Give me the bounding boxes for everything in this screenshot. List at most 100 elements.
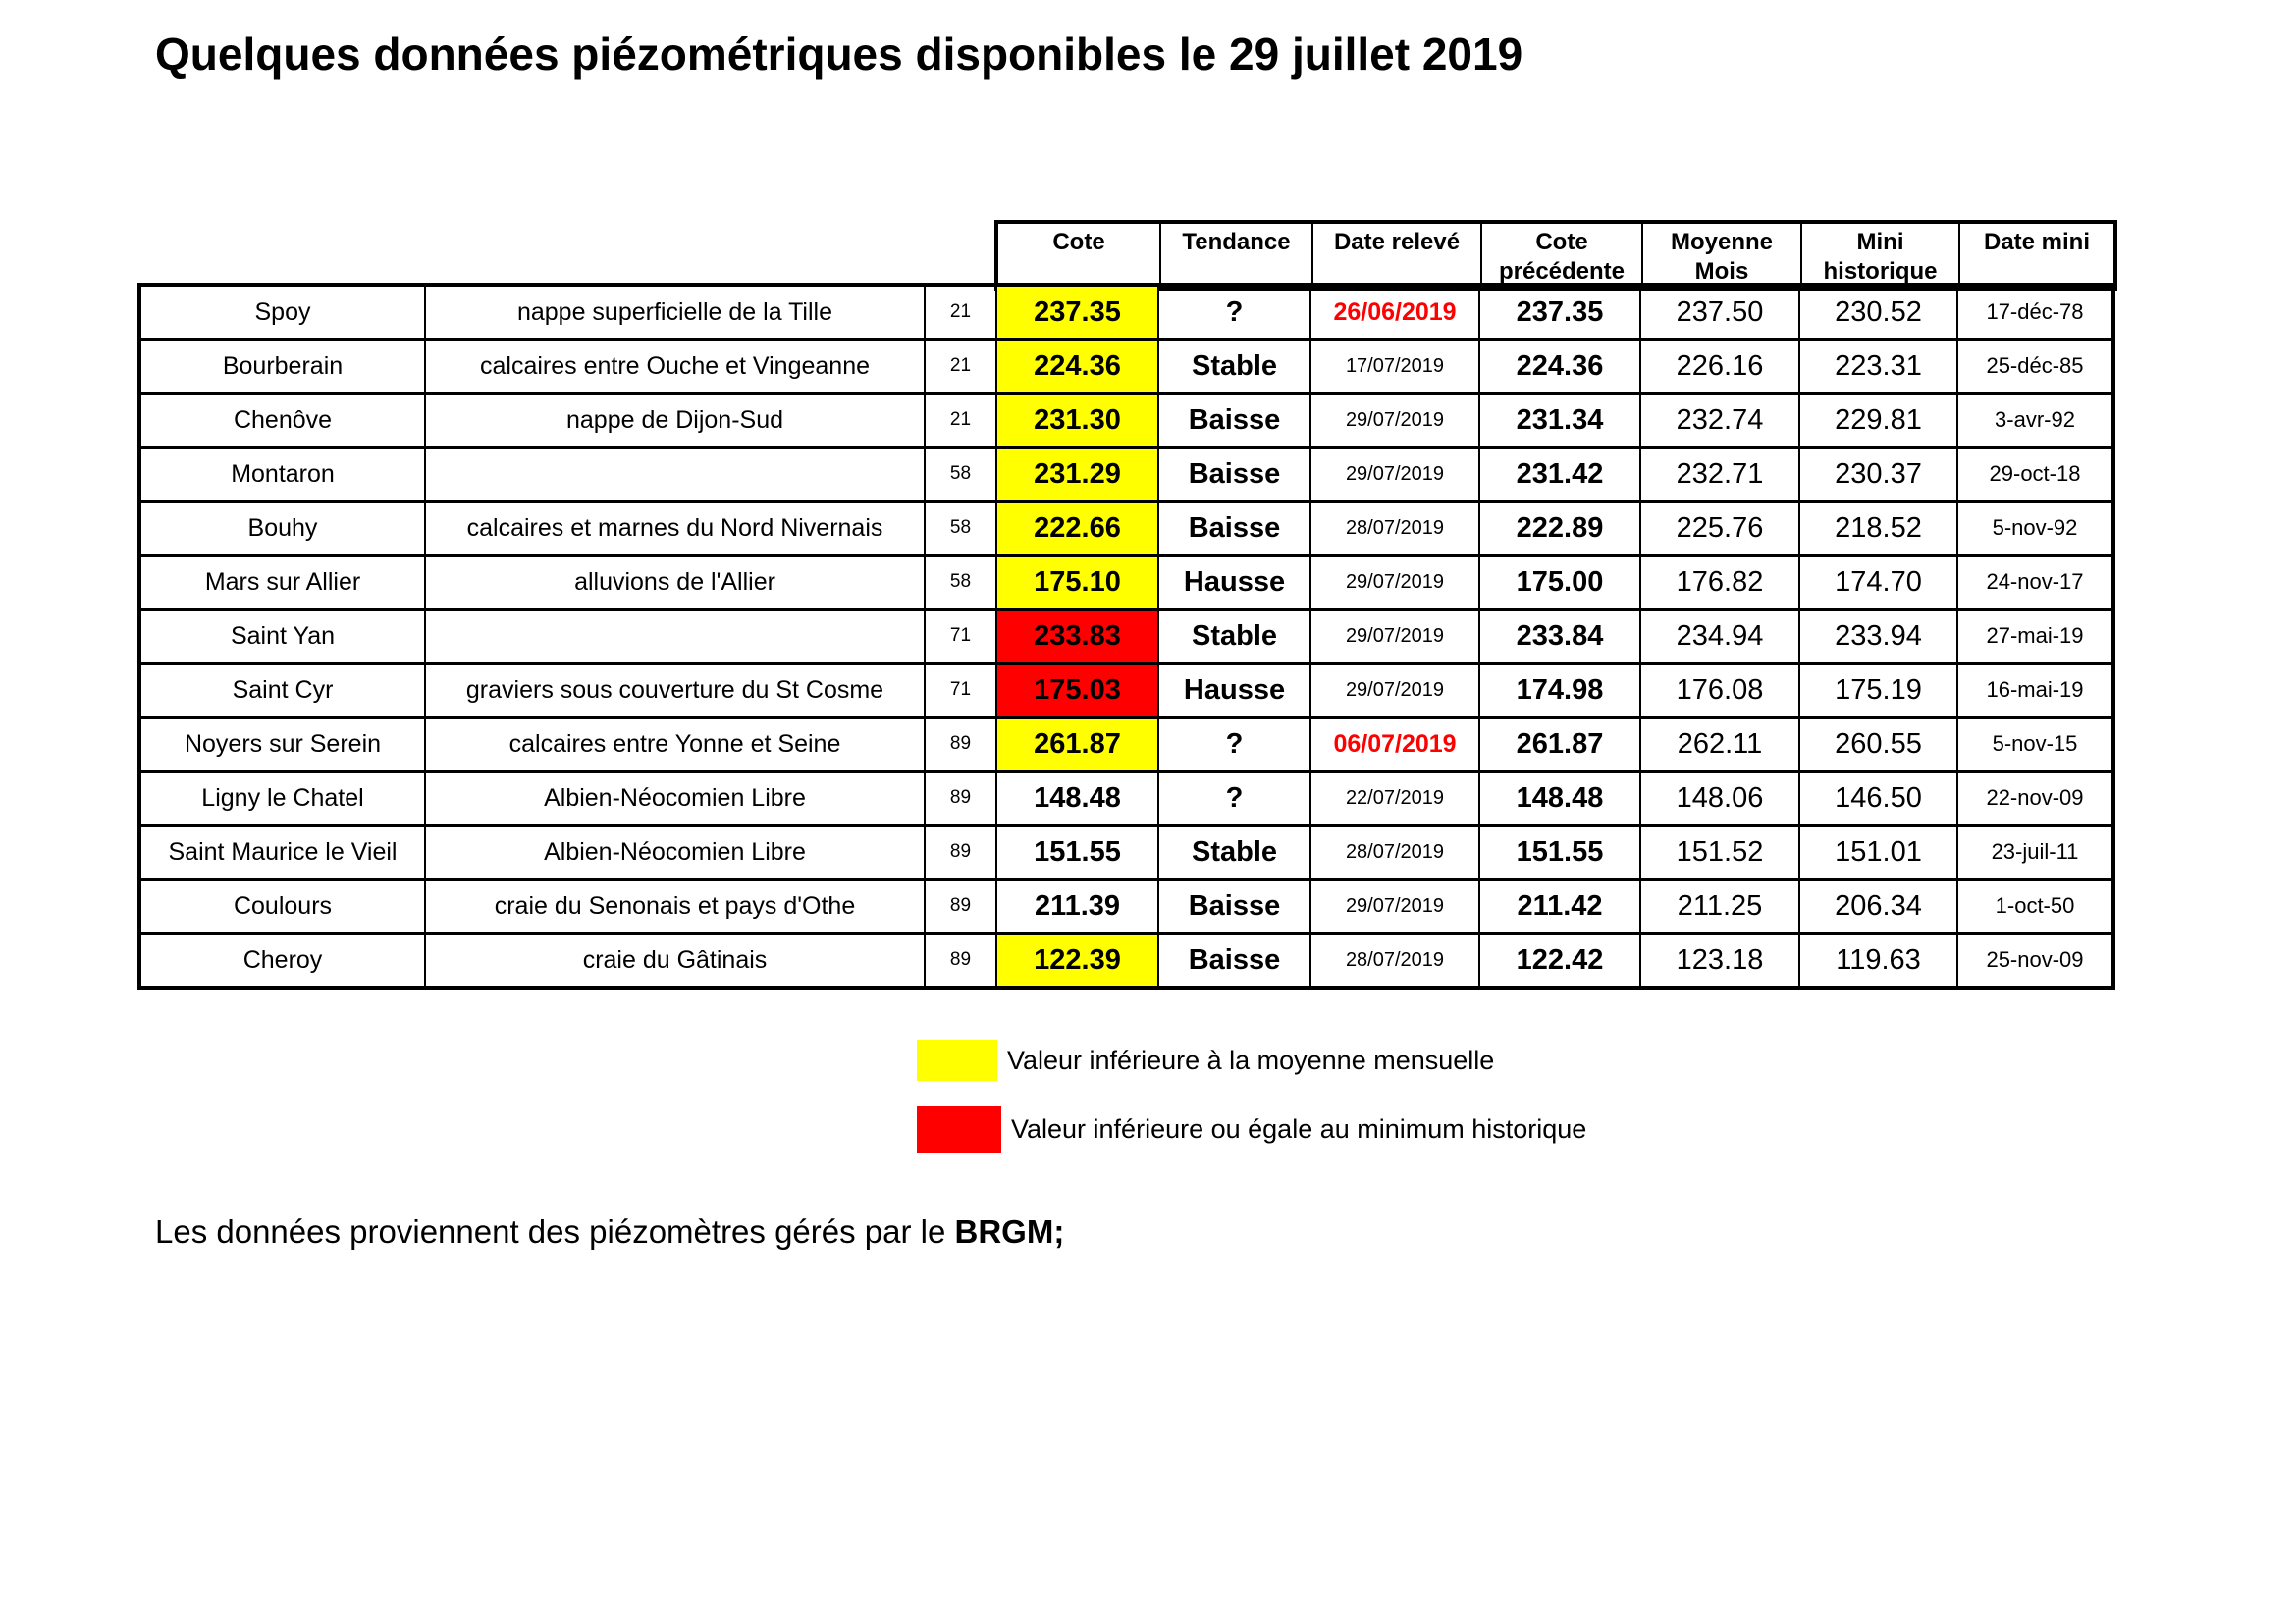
cell-aquifer: Albien-Néocomien Libre [424,770,926,827]
cell-station: Noyers sur Serein [138,716,426,773]
cell-tendance: Stable [1157,824,1311,881]
cell-date-mini: 5-nov-92 [1956,500,2114,557]
cell-cote: 231.29 [995,446,1159,503]
cell-tendance: Baisse [1157,932,1311,990]
cell-cote: 211.39 [995,878,1159,935]
cell-moyenne-mois: 148.06 [1639,770,1800,827]
source-note-text: Les données proviennent des piézomètres … [155,1214,955,1250]
cell-mini-historique: 230.37 [1798,446,1958,503]
cell-cote-precedente: 175.00 [1478,554,1641,611]
col-header-tendance: Tendance [1159,221,1313,290]
cell-aquifer: nappe superficielle de la Tille [424,283,926,341]
cell-date-mini: 25-déc-85 [1956,338,2114,395]
cell-date-releve: 29/07/2019 [1309,554,1480,611]
cell-mini-historique: 223.31 [1798,338,1958,395]
cell-dept: 21 [924,338,997,395]
cell-tendance: Stable [1157,608,1311,665]
cell-station: Bouhy [138,500,426,557]
legend-label: Valeur inférieure ou égale au minimum hi… [1011,1113,1587,1144]
cell-date-releve: 26/06/2019 [1309,283,1480,341]
cell-mini-historique: 260.55 [1798,716,1958,773]
cell-cote: 222.66 [995,500,1159,557]
cell-mini-historique: 218.52 [1798,500,1958,557]
cell-date-releve: 22/07/2019 [1309,770,1480,827]
cell-tendance: Stable [1157,338,1311,395]
cell-dept: 71 [924,662,997,719]
table-row: Spoy nappe superficielle de la Tille 21 237… [138,283,2114,341]
col-header-cote: Cote [995,221,1161,290]
cell-tendance: ? [1157,716,1311,773]
cell-station: Spoy [138,283,426,341]
cell-dept: 58 [924,500,997,557]
cell-dept: 89 [924,824,997,881]
cell-aquifer: nappe de Dijon-Sud [424,392,926,449]
cell-aquifer [424,608,926,665]
cell-date-mini: 3-avr-92 [1956,392,2114,449]
cell-cote-precedente: 151.55 [1478,824,1641,881]
cell-station: Saint Yan [138,608,426,665]
cell-mini-historique: 175.19 [1798,662,1958,719]
cell-cote: 175.03 [995,662,1159,719]
cell-station: Saint Cyr [138,662,426,719]
cell-tendance: ? [1157,770,1311,827]
cell-date-releve: 28/07/2019 [1309,500,1480,557]
cell-date-mini: 25-nov-09 [1956,932,2114,990]
cell-dept: 21 [924,283,997,341]
legend-item-yellow: Valeur inférieure à la moyenne mensuelle [917,1037,1586,1084]
yellow-swatch [917,1040,997,1081]
cell-station: Bourberain [138,338,426,395]
cell-moyenne-mois: 225.76 [1639,500,1800,557]
cell-tendance: Hausse [1157,554,1311,611]
cell-date-releve: 28/07/2019 [1309,932,1480,990]
cell-dept: 58 [924,554,997,611]
cell-cote-precedente: 122.42 [1478,932,1641,990]
table-row: Cheroy craie du Gâtinais 89 122.39 Baisse 28/… [138,932,2114,990]
cell-dept: 89 [924,878,997,935]
table-row: Mars sur Allier alluvions de l'Allier 58 17… [138,554,2114,611]
col-header-cote-precedente: Cote précédente [1480,221,1643,290]
cell-moyenne-mois: 232.71 [1639,446,1800,503]
cell-tendance: Baisse [1157,878,1311,935]
cell-aquifer: calcaires entre Yonne et Seine [424,716,926,773]
cell-cote: 261.87 [995,716,1159,773]
cell-dept: 89 [924,716,997,773]
cell-date-mini: 1-oct-50 [1956,878,2114,935]
cell-tendance: Hausse [1157,662,1311,719]
cell-date-mini: 27-mai-19 [1956,608,2114,665]
cell-aquifer: Albien-Néocomien Libre [424,824,926,881]
cell-dept: 58 [924,446,997,503]
col-header-moyenne-mois: Moyenne Mois [1641,221,1802,290]
cell-aquifer: craie du Gâtinais [424,932,926,990]
cell-date-releve: 17/07/2019 [1309,338,1480,395]
cell-cote-precedente: 237.35 [1478,283,1641,341]
cell-station: Saint Maurice le Vieil [138,824,426,881]
cell-date-releve: 29/07/2019 [1309,878,1480,935]
table-row: Montaron 58 231.29 Baisse 29/07/2019 231.42 23… [138,446,2114,503]
cell-aquifer: calcaires et marnes du Nord Nivernais [424,500,926,557]
table-row: Bouhy calcaires et marnes du Nord Niverna… [138,500,2114,557]
cell-moyenne-mois: 226.16 [1639,338,1800,395]
cell-date-mini: 29-oct-18 [1956,446,2114,503]
cell-tendance: ? [1157,283,1311,341]
cell-cote-precedente: 148.48 [1478,770,1641,827]
cell-cote: 237.35 [995,283,1159,341]
table-row: Saint Yan 71 233.83 Stable 29/07/2019 233.84 2… [138,608,2114,665]
cell-date-releve: 28/07/2019 [1309,824,1480,881]
cell-cote: 148.48 [995,770,1159,827]
cell-cote-precedente: 174.98 [1478,662,1641,719]
cell-date-mini: 16-mai-19 [1956,662,2114,719]
cell-cote-precedente: 261.87 [1478,716,1641,773]
cell-station: Mars sur Allier [138,554,426,611]
cell-mini-historique: 174.70 [1798,554,1958,611]
legend-label: Valeur inférieure à la moyenne mensuelle [1007,1045,1495,1075]
cell-dept: 21 [924,392,997,449]
cell-cote: 151.55 [995,824,1159,881]
cell-station: Chenôve [138,392,426,449]
cell-cote: 233.83 [995,608,1159,665]
cell-tendance: Baisse [1157,500,1311,557]
table-body: Spoy nappe superficielle de la Tille 21 237… [138,283,2114,990]
cell-date-releve: 29/07/2019 [1309,392,1480,449]
cell-cote: 231.30 [995,392,1159,449]
cell-station: Coulours [138,878,426,935]
cell-cote: 224.36 [995,338,1159,395]
